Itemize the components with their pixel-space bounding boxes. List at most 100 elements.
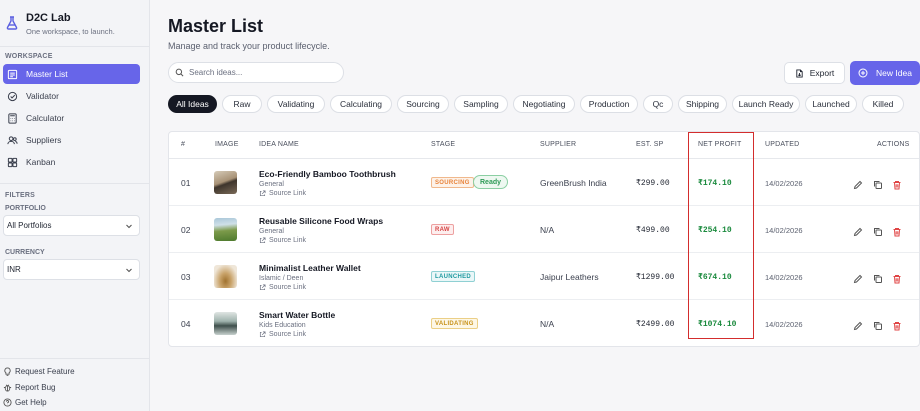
get-help-link[interactable]: Get Help: [0, 395, 150, 411]
new-idea-label: New Idea: [876, 68, 912, 78]
new-idea-button[interactable]: New Idea: [850, 61, 920, 85]
kanban-icon: [7, 157, 18, 167]
source-link-label: Source Link: [269, 190, 306, 197]
table-row[interactable]: 01 Eco-Friendly Bamboo Toothbrush Genera…: [169, 159, 919, 206]
chip-launch-ready[interactable]: Launch Ready: [732, 95, 800, 113]
export-button[interactable]: Export: [784, 62, 845, 84]
brand-title: D2C Lab: [26, 12, 71, 24]
portfolio-select[interactable]: All Portfolios: [3, 215, 140, 236]
copy-icon: [874, 322, 882, 330]
col-updated: UPDATED: [765, 141, 800, 148]
updated-date: 14/02/2026: [765, 179, 803, 188]
sidebar-item-label: Validator: [26, 91, 59, 101]
external-link-icon: [259, 331, 266, 338]
duplicate-button[interactable]: [873, 271, 883, 283]
portfolio-label: PORTFOLIO: [5, 205, 46, 212]
source-link[interactable]: Source Link: [259, 284, 306, 291]
stage-badge: VALIDATING: [431, 318, 478, 329]
idea-name[interactable]: Smart Water Bottle: [259, 310, 336, 320]
product-thumbnail: [214, 265, 237, 288]
chip-killed[interactable]: Killed: [862, 95, 904, 113]
search-box[interactable]: [168, 62, 344, 83]
product-thumbnail: [214, 171, 237, 194]
export-label: Export: [809, 68, 835, 78]
sidebar-item-calculator[interactable]: Calculator: [3, 108, 140, 128]
chip-calculating[interactable]: Calculating: [330, 95, 392, 113]
source-link-label: Source Link: [269, 331, 306, 338]
chip-sampling[interactable]: Sampling: [454, 95, 508, 113]
request-feature-label: Request Feature: [15, 367, 75, 377]
pencil-icon: [853, 180, 863, 190]
export-file-icon: [796, 68, 803, 78]
sidebar-item-validator[interactable]: Validator: [3, 86, 140, 106]
request-feature-link[interactable]: Request Feature: [0, 364, 150, 380]
chevron-down-icon: [126, 268, 132, 272]
est-sp-value: ₹1299.00: [636, 273, 675, 282]
col-est-sp: EST. SP: [636, 141, 664, 148]
report-bug-link[interactable]: Report Bug: [0, 380, 150, 396]
search-icon: [175, 68, 184, 77]
chip-production[interactable]: Production: [580, 95, 638, 113]
est-sp-value: ₹499.00: [636, 226, 670, 235]
col-idea-name: IDEA NAME: [259, 141, 299, 148]
table-row[interactable]: 02 Reusable Silicone Food Wraps General …: [169, 206, 919, 253]
duplicate-button[interactable]: [873, 318, 883, 330]
row-index: 04: [181, 319, 191, 329]
currency-select[interactable]: INR: [3, 259, 140, 280]
product-thumbnail: [214, 312, 237, 335]
table-row[interactable]: 03 Minimalist Leather Wallet Islamic / D…: [169, 253, 919, 300]
row-index: 01: [181, 178, 191, 188]
col-index: #: [181, 141, 186, 148]
chip-qc[interactable]: Qc: [643, 95, 673, 113]
sidebar-item-suppliers[interactable]: Suppliers: [3, 130, 140, 150]
source-link[interactable]: Source Link: [259, 331, 306, 338]
updated-date: 14/02/2026: [765, 273, 803, 282]
sidebar: D2C Lab One workspace, to launch. WORKSP…: [0, 0, 150, 411]
trash-icon: [893, 322, 901, 331]
source-link[interactable]: Source Link: [259, 190, 306, 197]
stage-filter-chips: All Ideas Raw Validating Calculating Sou…: [168, 95, 904, 113]
duplicate-button[interactable]: [873, 224, 883, 236]
edit-button[interactable]: [853, 177, 863, 190]
sidebar-divider: [0, 183, 149, 184]
delete-button[interactable]: [892, 177, 902, 190]
col-supplier: SUPPLIER: [540, 141, 577, 148]
chip-all-ideas[interactable]: All Ideas: [168, 95, 217, 113]
chip-validating[interactable]: Validating: [267, 95, 325, 113]
edit-button[interactable]: [853, 271, 863, 284]
users-icon: [7, 135, 18, 144]
chip-shipping[interactable]: Shipping: [678, 95, 727, 113]
report-bug-label: Report Bug: [15, 382, 56, 392]
duplicate-button[interactable]: [873, 177, 883, 189]
chip-launched[interactable]: Launched: [805, 95, 857, 113]
pencil-icon: [853, 274, 863, 284]
edit-button[interactable]: [853, 224, 863, 237]
bug-icon: [3, 384, 12, 392]
edit-button[interactable]: [853, 318, 863, 331]
idea-name[interactable]: Eco-Friendly Bamboo Toothbrush: [259, 169, 396, 179]
idea-name[interactable]: Minimalist Leather Wallet: [259, 263, 361, 273]
sidebar-item-kanban[interactable]: Kanban: [3, 152, 140, 172]
delete-button[interactable]: [892, 271, 902, 284]
chevron-down-icon: [126, 224, 132, 228]
ready-badge: Ready: [473, 175, 509, 189]
chip-negotiating[interactable]: Negotiating: [513, 95, 575, 113]
delete-button[interactable]: [892, 318, 902, 331]
source-link[interactable]: Source Link: [259, 237, 306, 244]
filters-section-label: FILTERS: [5, 192, 36, 199]
sidebar-item-master-list[interactable]: Master List: [3, 64, 140, 84]
supplier-name: GreenBrush India: [540, 178, 607, 188]
chip-sourcing[interactable]: Sourcing: [397, 95, 449, 113]
search-input[interactable]: [189, 68, 329, 77]
sidebar-item-label: Suppliers: [26, 135, 62, 145]
delete-button[interactable]: [892, 224, 902, 237]
plus-circle-icon: [858, 68, 868, 78]
table-row[interactable]: 04 Smart Water Bottle Kids Education Sou…: [169, 300, 919, 346]
stage-badge: SOURCING: [431, 177, 474, 188]
chip-raw[interactable]: Raw: [222, 95, 262, 113]
stage-badge: RAW: [431, 224, 454, 235]
idea-name[interactable]: Reusable Silicone Food Wraps: [259, 216, 384, 226]
page-title: Master List: [168, 16, 264, 36]
sidebar-item-label: Master List: [26, 69, 68, 79]
supplier-name: N/A: [540, 225, 555, 235]
